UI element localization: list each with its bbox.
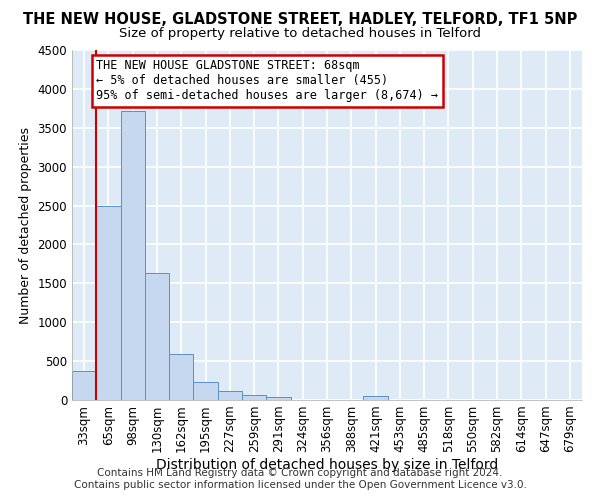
Bar	[72, 371, 96, 400]
Bar	[266, 397, 290, 400]
Bar	[96, 206, 121, 400]
Text: Contains HM Land Registry data © Crown copyright and database right 2024.
Contai: Contains HM Land Registry data © Crown c…	[74, 468, 526, 490]
Text: THE NEW HOUSE GLADSTONE STREET: 68sqm
← 5% of detached houses are smaller (455)
: THE NEW HOUSE GLADSTONE STREET: 68sqm ← …	[96, 60, 438, 102]
Bar	[121, 110, 145, 400]
Bar	[145, 273, 169, 400]
Bar	[242, 395, 266, 400]
Bar	[364, 396, 388, 400]
Bar	[193, 382, 218, 400]
Y-axis label: Number of detached properties: Number of detached properties	[19, 126, 32, 324]
Text: Size of property relative to detached houses in Telford: Size of property relative to detached ho…	[119, 28, 481, 40]
Bar	[218, 392, 242, 400]
X-axis label: Distribution of detached houses by size in Telford: Distribution of detached houses by size …	[156, 458, 498, 472]
Bar	[169, 354, 193, 400]
Text: THE NEW HOUSE, GLADSTONE STREET, HADLEY, TELFORD, TF1 5NP: THE NEW HOUSE, GLADSTONE STREET, HADLEY,…	[23, 12, 577, 28]
